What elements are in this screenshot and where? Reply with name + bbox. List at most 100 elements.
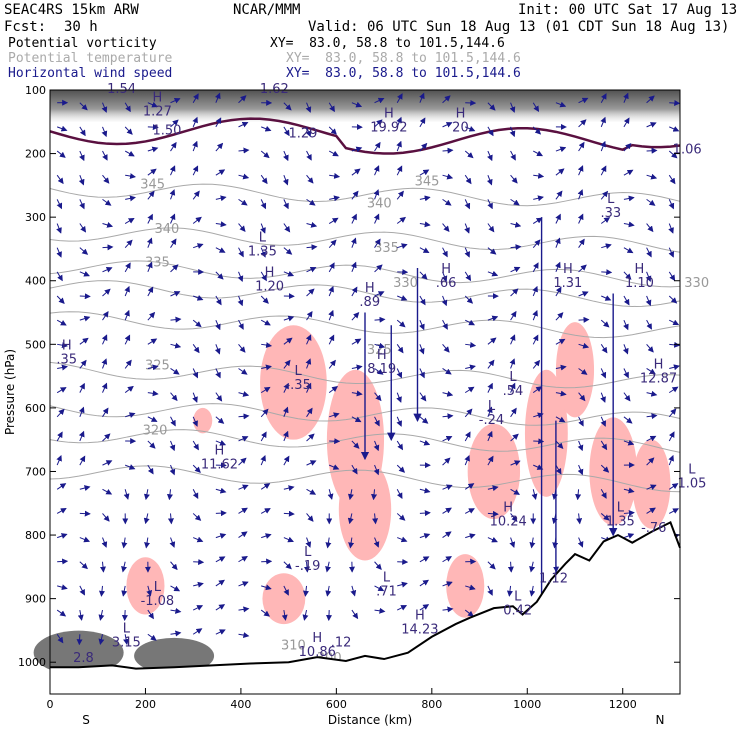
wind-vector [192,216,202,224]
wind-vector [56,533,68,539]
wind-vector [147,168,157,176]
y-tick-label: 200 [25,148,46,161]
wind-vector [147,311,156,321]
wind-vector [646,368,656,375]
wind-vector [56,125,68,132]
pv-shaded-patch [193,407,213,434]
wind-vector [260,454,266,466]
wind-vector [215,629,226,635]
wind-vector [554,237,561,248]
wind-vector [487,247,497,255]
field-xy-wind: XY= 83.0, 58.8 to 101.5,144.6 [286,66,521,81]
wind-vector [441,271,448,283]
wind-vector [215,487,227,494]
pv-extremum-value: 1.06 [673,143,702,158]
wind-vector [170,416,176,427]
wind-vector [214,344,221,355]
wind-vector [419,392,427,402]
wind-vector [646,457,655,466]
wind-vector [260,386,271,394]
wind-vector [283,102,292,111]
x-tick-label: 0 [47,698,54,711]
wind-vector [442,223,450,233]
wind-vector [147,286,154,297]
wind-vector [305,537,312,548]
pv-extremum-type: H [415,609,425,624]
wind-vector [374,119,383,128]
wind-vector [509,126,516,138]
theta-contour-line [49,227,681,253]
wind-vector [325,585,332,597]
wind-vector [465,584,476,591]
pv-shaded-patch [555,322,595,418]
pv-extremum-value: .33 [600,206,621,221]
wind-vector [170,141,177,152]
wind-vector [374,342,386,349]
wind-vector [124,309,130,321]
wind-vector [260,609,271,617]
wind-vector [510,407,517,418]
wind-vector [442,606,454,613]
wind-vector [464,271,472,282]
wind-vector [419,169,430,176]
wind-vector [56,271,63,282]
wind-vector [442,390,454,397]
wind-vector [669,508,679,514]
wind-vector [283,223,291,233]
wind-vector [238,507,248,514]
wind-vector [419,319,425,331]
wind-vector [532,126,542,135]
wind-vector [306,288,315,297]
wind-vector [170,585,181,592]
wind-vector [669,319,680,326]
pv-extremum-type: H [365,281,375,296]
wind-vector [374,291,385,297]
wind-vector [374,238,381,248]
wind-vector [305,126,312,138]
pv-extremum-type: H [377,348,387,363]
x-tick-label: 1200 [609,698,637,711]
y-tick-label: 100 [25,84,46,97]
wind-vector [57,558,69,565]
wind-vector [533,195,544,202]
wind-vector [396,368,403,379]
wind-vector [56,508,67,514]
wind-vector [397,243,408,249]
wind-vector [396,116,402,128]
wind-vector [192,464,201,473]
wind-vector [215,440,227,446]
wind-vector [79,536,91,543]
wind-vector [238,173,250,180]
wind-vector [442,531,452,539]
wind-vector [646,95,655,104]
wind-vector [238,319,244,330]
wind-vector [124,239,133,249]
wind-vector [260,223,266,234]
wind-vector [442,484,453,491]
wind-vector [351,609,359,620]
wind-vector [57,584,68,591]
wind-vector [623,392,631,402]
wind-vector [348,537,355,549]
theta-contour-label: 345 [140,178,165,193]
wind-vector [305,334,312,345]
wind-vector [192,416,198,427]
wind-vector [555,416,566,423]
wind-vector [192,605,204,611]
wind-vector [464,199,471,210]
wind-vector [102,222,114,228]
wind-vector [464,431,471,442]
wind-vector [147,101,158,108]
wind-vector [487,561,496,570]
wind-vector [487,270,499,277]
wind-vector [260,508,271,514]
wind-vector [578,416,584,427]
wind-vector [56,150,66,158]
wind-vector [578,368,588,375]
wind-vector [487,536,498,543]
wind-vector [555,286,562,297]
wind-vector [147,146,159,153]
wind-vector [124,102,131,113]
wind-vector [442,343,450,353]
wind-vector [350,237,357,248]
